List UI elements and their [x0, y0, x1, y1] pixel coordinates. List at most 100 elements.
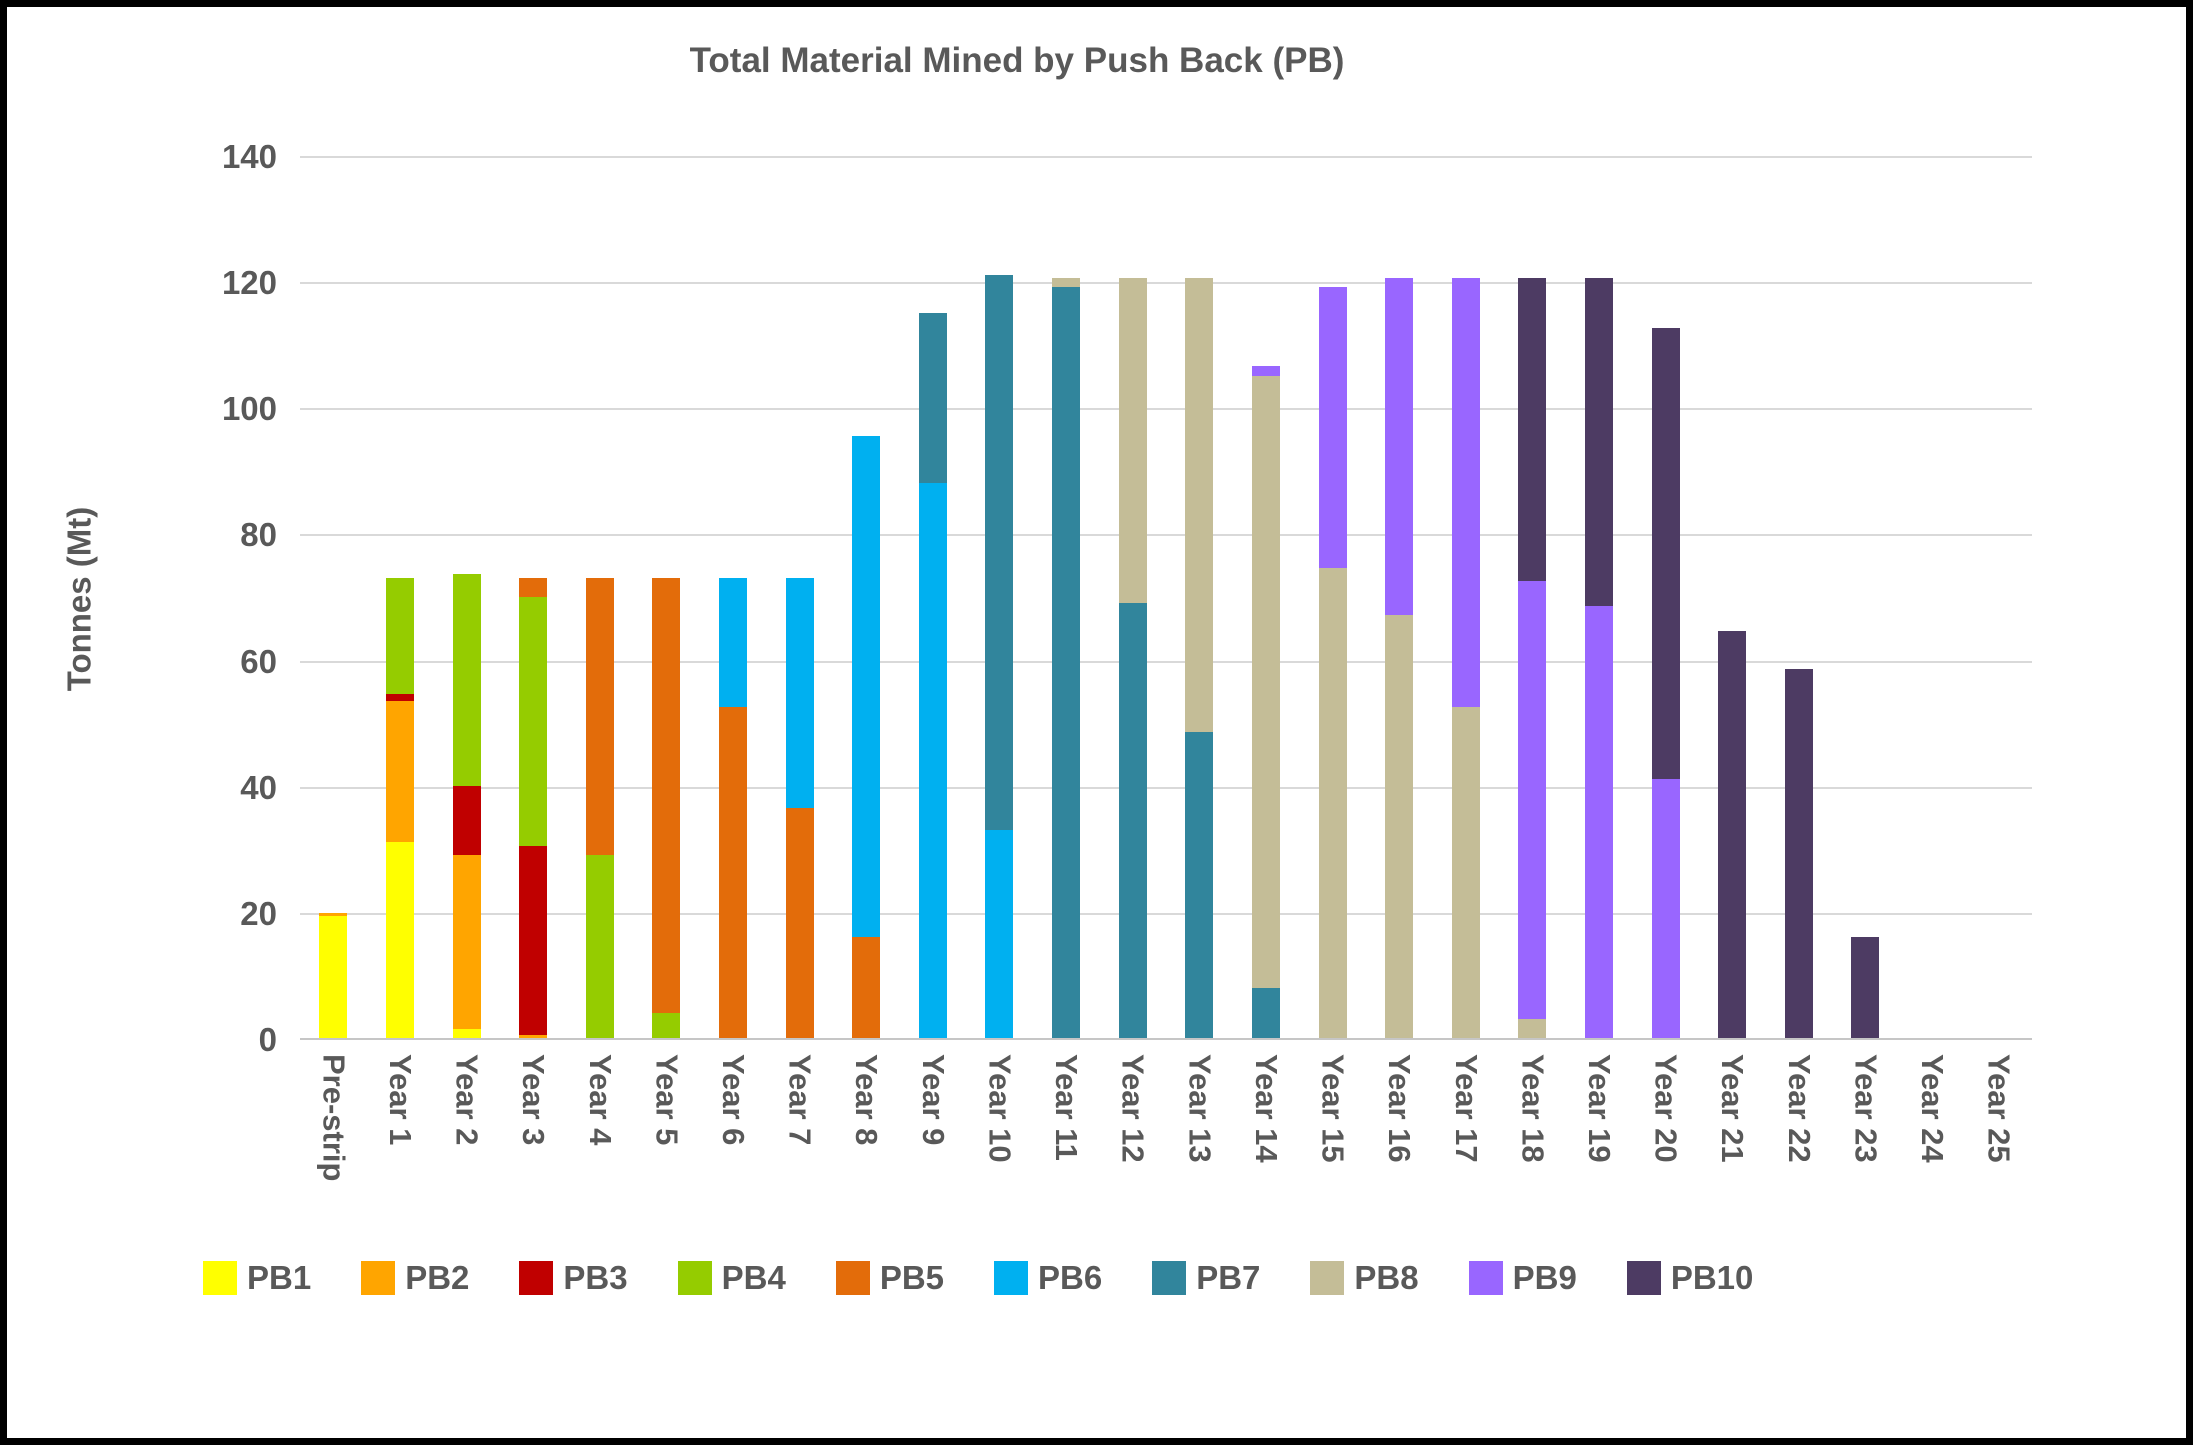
bar-stack [1385, 278, 1414, 1038]
legend-label: PB8 [1354, 1259, 1419, 1296]
x-tick-label-text: Year 13 [1182, 1054, 1218, 1163]
bar-stack [652, 577, 681, 1038]
bar-segment-pb2 [385, 700, 414, 843]
bar-stack [719, 577, 747, 1038]
legend-label: PB10 [1670, 1259, 1754, 1296]
bar-stack [319, 913, 348, 1038]
x-tick-label: Year 24 [1911, 1054, 1953, 1163]
bar-segment-pb8 [1251, 375, 1280, 988]
x-tick-label: Year 20 [1645, 1054, 1687, 1163]
legend-label: PB4 [721, 1259, 786, 1296]
bar-segment-pb1 [452, 1028, 481, 1038]
gridline [300, 912, 2032, 915]
bar-segment-pb9 [1585, 605, 1613, 1038]
x-tick-label-text: Year 1 [382, 1054, 418, 1146]
bar-segment-pb8 [1451, 706, 1480, 1038]
legend-swatch-pb1 [203, 1261, 237, 1295]
bar-stack [519, 577, 548, 1038]
legend-item-pb2: PB2 [361, 1259, 469, 1297]
bar-segment-pb7 [1185, 732, 1214, 1038]
legend-item-pb10: PB10 [1626, 1259, 1754, 1297]
bar-segment-pb5 [585, 577, 614, 856]
bar-segment-pb6 [719, 577, 747, 707]
bar-segment-pb8 [1052, 278, 1081, 288]
bar-segment-pb5 [519, 577, 548, 597]
legend-swatch-pb9 [1468, 1261, 1503, 1295]
bar-stack [452, 574, 481, 1038]
x-tick-label-text: Year 17 [1448, 1054, 1484, 1163]
x-tick-label-text: Year 14 [1248, 1054, 1284, 1163]
x-tick-label-text: Year 24 [1915, 1054, 1951, 1163]
bar-segment-pb9 [1651, 779, 1680, 1038]
bar-stack [1718, 631, 1747, 1038]
x-tick-label-text: Year 4 [582, 1054, 618, 1146]
x-tick-label-text: Year 23 [1848, 1054, 1884, 1163]
bar-stack [1052, 278, 1081, 1038]
bar-segment-pb6 [785, 577, 814, 808]
bar-segment-pb8 [1518, 1019, 1547, 1038]
legend-swatch-pb7 [1152, 1261, 1187, 1295]
bar-segment-pb10 [1718, 631, 1747, 1038]
bar-stack [785, 577, 814, 1038]
bar-segment-pb3 [385, 694, 414, 701]
x-tick-label: Year 7 [779, 1054, 821, 1145]
x-tick-label: Year 25 [1978, 1054, 2020, 1163]
bar-segment-pb8 [1318, 568, 1347, 1038]
bar-segment-pb6 [852, 435, 881, 938]
legend-swatch-pb10 [1626, 1261, 1661, 1295]
bar-stack [1318, 287, 1347, 1038]
y-tick-label: 140 [221, 138, 277, 175]
x-tick-label-text: Year 2 [449, 1054, 485, 1146]
bar-segment-pb5 [652, 577, 681, 1013]
x-tick-label: Year 22 [1778, 1054, 1820, 1163]
legend-label: PB9 [1512, 1259, 1577, 1296]
bar-segment-pb8 [1385, 615, 1414, 1038]
x-tick-label: Year 1 [379, 1054, 421, 1145]
y-tick-label: 60 [240, 642, 277, 680]
x-tick-label: Year 9 [912, 1054, 954, 1145]
gridline [300, 282, 2032, 285]
bar-segment-pb2 [452, 855, 481, 1029]
bar-segment-pb3 [452, 785, 481, 856]
bar-segment-pb8 [1185, 278, 1214, 733]
chart-title: Total Material Mined by Push Back (PB) [689, 41, 1345, 80]
bar-segment-pb3 [519, 845, 548, 1035]
bar-segment-pb10 [1651, 328, 1680, 780]
x-tick-label-text: Pre-strip [316, 1054, 352, 1182]
legend-item-pb4: PB4 [677, 1259, 786, 1297]
x-tick-label: Year 15 [1312, 1054, 1354, 1163]
bar-stack [585, 577, 614, 1038]
bar-segment-pb10 [1585, 278, 1613, 606]
x-tick-label-text: Year 18 [1515, 1054, 1551, 1163]
bar-segment-pb7 [918, 312, 947, 483]
x-tick-label: Year 17 [1445, 1054, 1487, 1163]
x-tick-label-text: Year 19 [1582, 1054, 1617, 1163]
legend-swatch-pb4 [677, 1261, 712, 1295]
bar-segment-pb7 [1251, 987, 1280, 1038]
bar-segment-pb10 [1784, 669, 1813, 1038]
legend-swatch-pb5 [835, 1261, 870, 1295]
bar-segment-pb6 [985, 829, 1014, 1038]
y-tick-label: 100 [221, 390, 277, 428]
x-tick-label-text: Year 9 [915, 1054, 951, 1146]
x-tick-label: Year 16 [1378, 1054, 1420, 1163]
y-tick-label: 40 [240, 768, 277, 806]
bar-segment-pb9 [1385, 278, 1414, 616]
bar-segment-pb5 [852, 937, 881, 1038]
x-tick-label-text: Year 12 [1115, 1054, 1151, 1163]
bar-segment-pb6 [918, 482, 947, 1038]
legend-label: PB7 [1196, 1259, 1261, 1296]
bar-stack [1251, 366, 1280, 1038]
bar-segment-pb2 [319, 913, 348, 917]
bar-segment-pb9 [1518, 580, 1547, 1020]
x-tick-label: Year 5 [645, 1054, 687, 1145]
legend-label: PB5 [879, 1259, 945, 1296]
bar-segment-pb4 [519, 596, 548, 846]
x-axis-line [300, 1038, 2032, 1040]
bar-stack [385, 577, 414, 1038]
bar-segment-pb4 [385, 577, 414, 695]
bar-stack [1585, 278, 1613, 1038]
gridline [300, 156, 2032, 158]
legend-item-pb1: PB1 [203, 1259, 311, 1297]
x-tick-label-text: Year 15 [1315, 1054, 1351, 1163]
